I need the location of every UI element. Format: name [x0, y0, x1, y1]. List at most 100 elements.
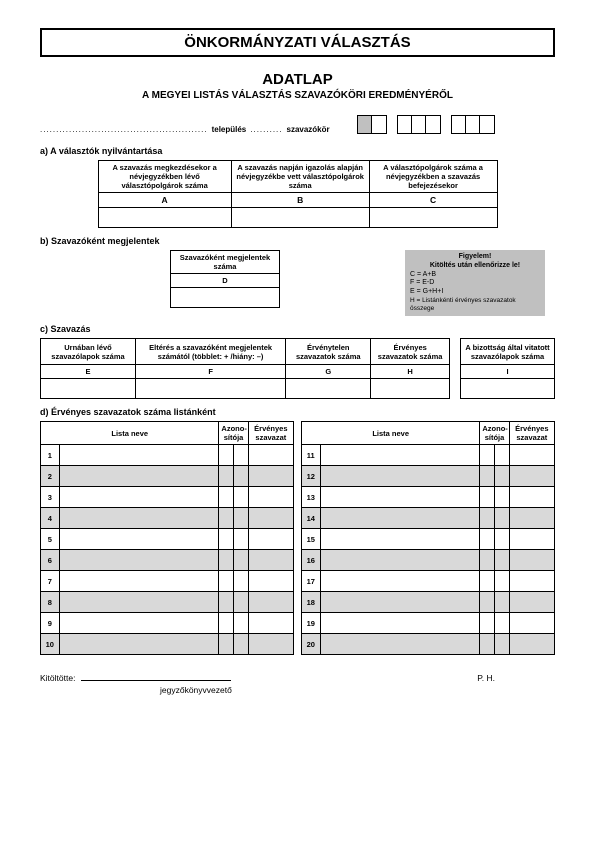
table-c-side-cell[interactable]: [461, 379, 555, 399]
table-d-azon-cell[interactable]: [219, 508, 234, 529]
table-d-azon-cell[interactable]: [480, 487, 495, 508]
table-d-name-cell[interactable]: [59, 571, 219, 592]
table-d-value-cell[interactable]: [509, 592, 554, 613]
code-box-cell[interactable]: [372, 116, 386, 133]
table-d-value-cell[interactable]: [509, 634, 554, 655]
table-d-value-cell[interactable]: [248, 592, 293, 613]
table-d-name-cell[interactable]: [320, 529, 480, 550]
table-d-azon-cell[interactable]: [234, 466, 249, 487]
table-c-cell[interactable]: [135, 379, 285, 399]
table-d-value-cell[interactable]: [509, 529, 554, 550]
table-d-name-cell[interactable]: [320, 487, 480, 508]
table-d-value-cell[interactable]: [248, 634, 293, 655]
table-d-azon-cell[interactable]: [234, 529, 249, 550]
table-d-value-cell[interactable]: [248, 445, 293, 466]
table-d-name-cell[interactable]: [320, 571, 480, 592]
table-d-azon-cell[interactable]: [234, 445, 249, 466]
table-d-azon-cell[interactable]: [480, 508, 495, 529]
table-d-azon-cell[interactable]: [495, 529, 510, 550]
signature-line[interactable]: [81, 671, 231, 681]
table-d-azon-cell[interactable]: [495, 613, 510, 634]
table-d-value-cell[interactable]: [509, 508, 554, 529]
table-c-cell[interactable]: [41, 379, 136, 399]
table-d-value-cell[interactable]: [248, 466, 293, 487]
table-d-name-cell[interactable]: [320, 508, 480, 529]
table-a-cell[interactable]: [98, 208, 231, 228]
table-d-azon-cell[interactable]: [480, 550, 495, 571]
code-box-cell[interactable]: [358, 116, 372, 133]
code-box-strip[interactable]: [397, 115, 441, 134]
table-d-azon-cell[interactable]: [219, 634, 234, 655]
table-d-name-cell[interactable]: [59, 445, 219, 466]
table-d-value-cell[interactable]: [509, 466, 554, 487]
table-d-value-cell[interactable]: [509, 445, 554, 466]
table-d-azon-cell[interactable]: [480, 634, 495, 655]
table-d-azon-cell[interactable]: [219, 592, 234, 613]
table-d-azon-cell[interactable]: [234, 550, 249, 571]
code-box-cell[interactable]: [398, 116, 412, 133]
table-c-cell[interactable]: [286, 379, 371, 399]
table-d-azon-cell[interactable]: [234, 613, 249, 634]
table-d-value-cell[interactable]: [248, 550, 293, 571]
table-c-cell[interactable]: [371, 379, 450, 399]
table-d-azon-cell[interactable]: [495, 592, 510, 613]
table-d-name-cell[interactable]: [59, 487, 219, 508]
table-a-cell[interactable]: [231, 208, 369, 228]
table-d-azon-cell[interactable]: [234, 571, 249, 592]
table-d-name-cell[interactable]: [320, 634, 480, 655]
code-box-strip[interactable]: [357, 115, 387, 134]
table-d-azon-cell[interactable]: [219, 571, 234, 592]
table-d-name-cell[interactable]: [59, 529, 219, 550]
table-d-value-cell[interactable]: [248, 487, 293, 508]
table-d-name-cell[interactable]: [320, 613, 480, 634]
code-box-cell[interactable]: [412, 116, 426, 133]
table-d-azon-cell[interactable]: [219, 466, 234, 487]
table-d-azon-cell[interactable]: [234, 487, 249, 508]
table-a-cell[interactable]: [369, 208, 497, 228]
table-d-azon-cell[interactable]: [480, 445, 495, 466]
table-d-name-cell[interactable]: [59, 508, 219, 529]
table-d-value-cell[interactable]: [248, 529, 293, 550]
code-box-strip[interactable]: [451, 115, 495, 134]
table-d-azon-cell[interactable]: [480, 613, 495, 634]
table-d-azon-cell[interactable]: [234, 592, 249, 613]
table-d-value-cell[interactable]: [509, 487, 554, 508]
table-d-azon-cell[interactable]: [219, 529, 234, 550]
table-d-name-cell[interactable]: [320, 592, 480, 613]
table-d-azon-cell[interactable]: [495, 445, 510, 466]
table-d-value-cell[interactable]: [509, 613, 554, 634]
table-d-azon-cell[interactable]: [495, 466, 510, 487]
table-d-azon-cell[interactable]: [234, 634, 249, 655]
table-d-azon-cell[interactable]: [495, 571, 510, 592]
code-box-cell[interactable]: [426, 116, 440, 133]
table-d-value-cell[interactable]: [509, 550, 554, 571]
code-box-cell[interactable]: [480, 116, 494, 133]
table-d-name-cell[interactable]: [59, 466, 219, 487]
table-d-azon-cell[interactable]: [480, 592, 495, 613]
table-d-azon-cell[interactable]: [480, 571, 495, 592]
table-d-name-cell[interactable]: [320, 466, 480, 487]
table-d-azon-cell[interactable]: [495, 550, 510, 571]
table-d-name-cell[interactable]: [320, 445, 480, 466]
table-d-azon-cell[interactable]: [495, 634, 510, 655]
table-d-value-cell[interactable]: [509, 571, 554, 592]
table-d-azon-cell[interactable]: [495, 487, 510, 508]
table-d-azon-cell[interactable]: [219, 487, 234, 508]
table-d-azon-cell[interactable]: [480, 529, 495, 550]
code-box-cell[interactable]: [466, 116, 480, 133]
table-d-name-cell[interactable]: [59, 634, 219, 655]
table-d-value-cell[interactable]: [248, 571, 293, 592]
table-b-cell[interactable]: [171, 288, 280, 308]
table-d-azon-cell[interactable]: [219, 613, 234, 634]
table-d-value-cell[interactable]: [248, 508, 293, 529]
table-d-azon-cell[interactable]: [219, 445, 234, 466]
table-d-azon-cell[interactable]: [219, 550, 234, 571]
table-d-name-cell[interactable]: [59, 550, 219, 571]
table-d-name-cell[interactable]: [59, 613, 219, 634]
table-d-name-cell[interactable]: [59, 592, 219, 613]
table-d-azon-cell[interactable]: [234, 508, 249, 529]
table-d-azon-cell[interactable]: [480, 466, 495, 487]
code-box-cell[interactable]: [452, 116, 466, 133]
table-d-azon-cell[interactable]: [495, 508, 510, 529]
table-d-name-cell[interactable]: [320, 550, 480, 571]
